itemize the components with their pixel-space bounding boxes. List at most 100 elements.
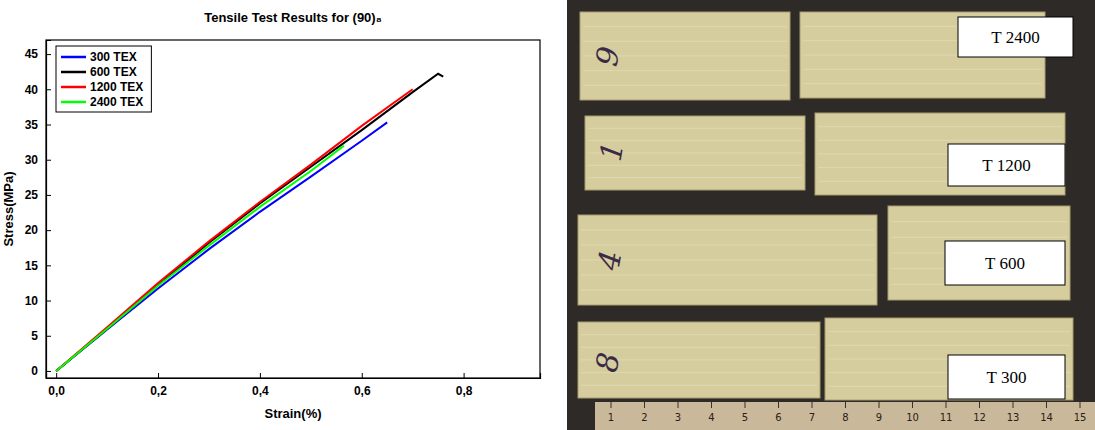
- ruler-tick: [1046, 402, 1047, 408]
- fiber-line: [891, 237, 1067, 238]
- specimen-id: 4: [591, 248, 629, 274]
- figure: 0,00,20,40,60,8051015202530354045Tensile…: [0, 0, 1095, 430]
- ruler-tick: [611, 402, 612, 408]
- legend-swatch: [61, 101, 86, 104]
- x-tick-mark: [158, 373, 159, 378]
- ruler-label: 8: [842, 412, 848, 423]
- x-tick-mark: [464, 373, 465, 378]
- fiber-line: [891, 221, 1067, 222]
- x-tick-label: 0,4: [252, 384, 269, 398]
- fiber-line: [818, 140, 1062, 141]
- x-tick-label: 0,2: [150, 384, 167, 398]
- x-tick: 0,0: [48, 373, 65, 398]
- series-line: [56, 74, 443, 371]
- y-tick: 40: [25, 83, 51, 97]
- ruler-tick: [711, 402, 712, 408]
- y-tick-label: 30: [25, 153, 39, 167]
- legend-label: 1200 TEX: [90, 80, 143, 94]
- legend-label: 600 TEX: [90, 65, 137, 79]
- y-tick: 20: [25, 223, 51, 237]
- specimen-label: T 600: [985, 254, 1025, 273]
- fiber-line: [583, 41, 787, 42]
- y-tick-label: 20: [25, 223, 39, 237]
- ruler-label: 11: [940, 412, 953, 423]
- ruler-tick: [745, 402, 746, 408]
- fiber-line: [588, 128, 802, 129]
- fiber-line: [803, 69, 1042, 70]
- x-tick-label: 0,6: [354, 384, 371, 398]
- legend-box: [56, 46, 151, 112]
- fiber-line: [581, 385, 817, 386]
- ruler-label: 6: [775, 412, 781, 423]
- label-box: [948, 144, 1065, 186]
- x-axis: 0,0 0,2 0,4 0,6 0,8: [47, 373, 541, 398]
- y-axis: 051015202530354045: [25, 41, 51, 379]
- y-tick-mark: [46, 125, 51, 126]
- y-tick: 45: [25, 47, 51, 61]
- y-tick-mark: [46, 371, 51, 372]
- ruler-tick: [845, 402, 846, 408]
- y-axis-title: Stress(MPa): [1, 171, 16, 246]
- ruler-label: 15: [1074, 412, 1087, 423]
- ruler-tick: [912, 402, 913, 408]
- ruler-tick: [778, 402, 779, 408]
- specimen-piece: [888, 206, 1070, 300]
- fiber-line: [583, 26, 787, 27]
- ruler-tick: [979, 402, 980, 408]
- specimen-id: 9: [589, 44, 627, 69]
- legend-swatch: [61, 71, 86, 74]
- fiber-line: [581, 245, 874, 246]
- ruler-label: 9: [876, 412, 882, 423]
- fiber-line: [581, 334, 817, 335]
- y-tick-label: 15: [25, 259, 39, 273]
- y-tick-mark: [46, 54, 51, 55]
- fiber-line: [588, 140, 802, 141]
- label-box: [948, 355, 1065, 399]
- y-tick: 35: [25, 118, 51, 132]
- specimen-id: 1: [593, 139, 631, 164]
- fiber-line: [583, 70, 787, 71]
- ruler-label: 1: [608, 412, 614, 423]
- specimen-piece: [585, 116, 805, 190]
- legend-label: 2400 TEX: [90, 95, 143, 109]
- x-tick: 0,8: [456, 373, 473, 398]
- y-axis-line: [47, 41, 52, 379]
- ruler-label: 2: [641, 412, 647, 423]
- fiber-line: [581, 275, 874, 276]
- specimen-label: T 1200: [982, 156, 1030, 175]
- legend-swatch: [61, 86, 86, 89]
- y-tick-mark: [46, 89, 51, 90]
- chart: 0,00,20,40,60,8051015202530354045Tensile…: [1, 10, 541, 421]
- series-line: [56, 122, 387, 371]
- x-tick: 0,2: [150, 373, 167, 398]
- x-tick-mark: [260, 373, 261, 378]
- ruler-label: 4: [708, 412, 714, 423]
- fiber-line: [581, 347, 817, 348]
- specimen-label: T 300: [987, 368, 1027, 387]
- y-tick-mark: [46, 265, 51, 266]
- y-tick: 25: [25, 188, 51, 202]
- specimen-piece: [578, 215, 877, 305]
- plot-area: [56, 74, 443, 371]
- y-tick-label: 25: [25, 188, 39, 202]
- legend-swatch: [61, 56, 86, 59]
- y-tick: 5: [31, 329, 51, 343]
- ruler-label: 7: [809, 412, 815, 423]
- fiber-line: [588, 165, 802, 166]
- specimen-piece: [578, 322, 820, 398]
- x-tick-label: 0,0: [48, 384, 65, 398]
- y-tick: 0: [31, 364, 51, 378]
- x-axis-line: [47, 373, 541, 379]
- y-tick-label: 5: [31, 329, 38, 343]
- ruler-tick: [644, 402, 645, 408]
- y-tick-mark: [46, 195, 51, 196]
- ruler-label: 12: [973, 412, 986, 423]
- label-box: [958, 17, 1073, 57]
- ruler-label: 10: [906, 412, 919, 423]
- y-tick-label: 35: [25, 118, 39, 132]
- y-tick: 30: [25, 153, 51, 167]
- series-line: [56, 146, 344, 371]
- ruler-tick: [678, 402, 679, 408]
- specimen-piece: [825, 318, 1073, 400]
- ruler-label: 3: [675, 412, 681, 423]
